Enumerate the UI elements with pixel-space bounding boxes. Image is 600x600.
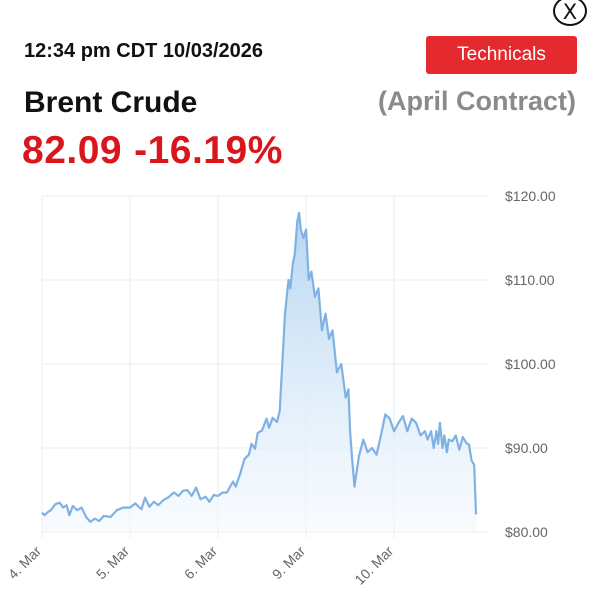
price-area (42, 212, 476, 533)
quote-timestamp: 12:34 pm CDT 10/03/2026 (24, 40, 264, 62)
y-tick-label: $110.00 (505, 272, 555, 288)
x-tick-label: 4. Mar (5, 543, 45, 583)
technicals-button[interactable]: Technicals (426, 36, 577, 74)
contract-label: (April Contract) (378, 86, 576, 116)
y-tick-label: $100.00 (505, 356, 556, 372)
percent-change: -16.19% (134, 129, 283, 172)
close-icon: X (562, 0, 578, 24)
close-button[interactable]: X (553, 0, 587, 26)
price-summary: 82.09 -16.19% (22, 129, 283, 173)
y-tick-label: $90.00 (505, 440, 548, 456)
x-tick-label: 6. Mar (181, 543, 221, 583)
x-tick-label: 5. Mar (93, 543, 133, 583)
last-price: 82.09 (22, 129, 123, 172)
chart-series (41, 211, 478, 533)
x-tick-label: 10. Mar (351, 543, 396, 588)
y-tick-label: $80.00 (505, 524, 548, 540)
instrument-name: Brent Crude (24, 86, 198, 119)
y-tick-label: $120.00 (505, 188, 556, 204)
price-line (41, 211, 478, 523)
x-tick-label: 9. Mar (269, 543, 309, 583)
price-chart[interactable]: $120.00 $110.00 $100.00 $90.00 $80.00 4. Mar 5… (0, 180, 600, 600)
